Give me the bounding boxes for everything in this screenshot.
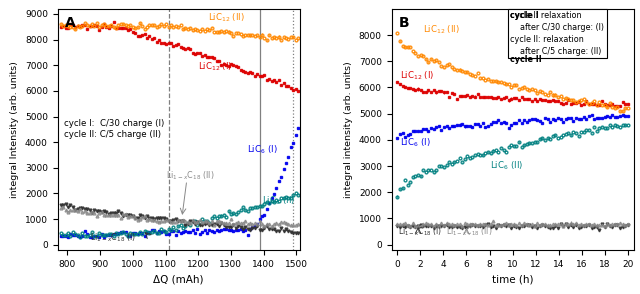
Text: A: A — [65, 16, 76, 30]
Text: cycle II: cycle II — [510, 55, 542, 64]
Text: LiC$_6$ (II): LiC$_6$ (II) — [262, 195, 295, 207]
Text: LiC$_6$ (I): LiC$_6$ (I) — [399, 136, 430, 148]
Text: LiC$_6$ (I): LiC$_6$ (I) — [247, 143, 278, 156]
Text: cycle I:  C/30 charge (I)
cycle II: C/5 charge (II): cycle I: C/30 charge (I) cycle II: C/5 c… — [64, 119, 164, 138]
Text: LiC$_{12}$ (II): LiC$_{12}$ (II) — [422, 24, 460, 36]
Y-axis label: integral intensity (arb. units): integral intensity (arb. units) — [344, 61, 353, 198]
Text: Li$_{1-x}$C$_{18}$ (II): Li$_{1-x}$C$_{18}$ (II) — [166, 170, 214, 182]
Text: Li$_{1-x}$C$_{18}$ (I): Li$_{1-x}$C$_{18}$ (I) — [399, 226, 443, 238]
Text: LiC$_6$ (II): LiC$_6$ (II) — [490, 160, 523, 172]
Text: cycle I: cycle I — [510, 11, 539, 21]
X-axis label: ΔQ (mAh): ΔQ (mAh) — [154, 274, 204, 284]
Text: LiC$_{12}$ (II): LiC$_{12}$ (II) — [208, 11, 245, 24]
Text: Li$_{1-x}$C$_{18}$ (II): Li$_{1-x}$C$_{18}$ (II) — [445, 226, 492, 238]
Text: LiC$_{12}$ (I): LiC$_{12}$ (I) — [399, 69, 434, 82]
Y-axis label: integral Intensity (arb. units): integral Intensity (arb. units) — [10, 61, 19, 198]
Text: LiC$_{12}$ (I): LiC$_{12}$ (I) — [198, 60, 233, 73]
Text: cycle I: relaxation
    after C/30 charge: (I)
cycle II: relaxation
    after C/: cycle I: relaxation after C/30 charge: (… — [510, 11, 604, 56]
X-axis label: time (h): time (h) — [492, 274, 533, 284]
Text: Li$_{1-x}$C$_{18}$ (I): Li$_{1-x}$C$_{18}$ (I) — [90, 231, 136, 244]
Text: B: B — [399, 16, 410, 30]
